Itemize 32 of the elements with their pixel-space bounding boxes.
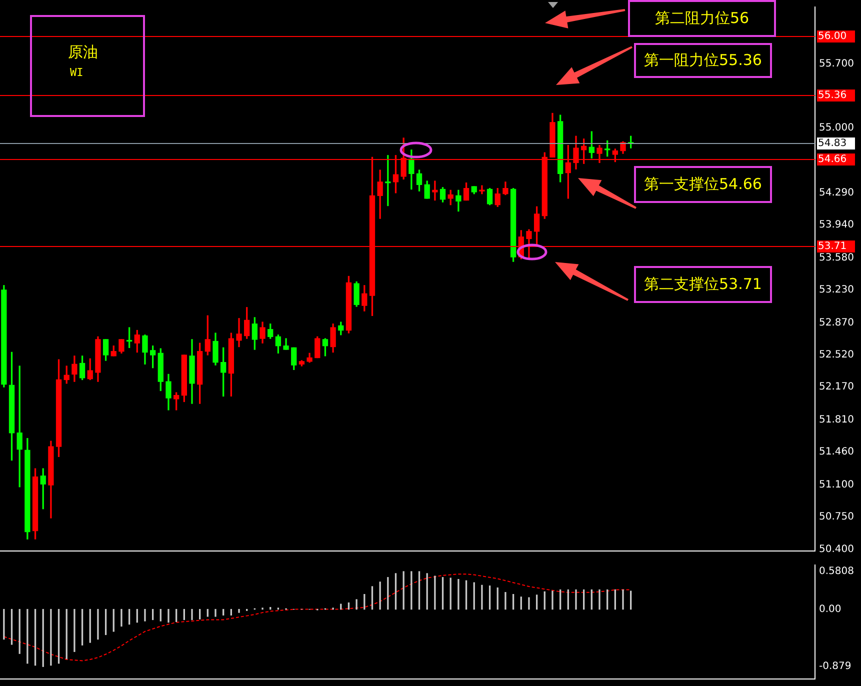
y-tick-label: 55.000	[819, 122, 854, 134]
annotation: 第一支撑位54.66	[634, 166, 772, 203]
candlestick	[479, 185, 485, 194]
y-tick-label: -0.879	[819, 661, 852, 672]
candlestick	[432, 180, 438, 201]
annotation: 第二阻力位56	[628, 0, 776, 37]
candlestick	[236, 318, 242, 348]
y-tick-label: 0.5808	[819, 566, 854, 578]
y-tick-label: 53.940	[819, 220, 854, 231]
y-tick-label: 52.520	[819, 350, 854, 361]
y-tick-label: 55.700	[819, 58, 854, 70]
annotation: 第一阻力位55.36	[634, 43, 772, 78]
y-tick-label: 50.750	[819, 512, 854, 523]
ref-line-label: 55.36	[818, 90, 847, 102]
ref-line-label: 54.66	[818, 154, 847, 166]
annotation: 第二支撑位53.71	[634, 266, 772, 303]
y-tick-label: 50.400	[819, 544, 854, 555]
text: WI	[70, 66, 84, 79]
y-tick-label: 0.00	[819, 604, 842, 615]
ref-line-label: 54.83	[818, 138, 847, 150]
ref-line-label: 53.71	[818, 241, 847, 252]
y-tick-label: 51.100	[819, 480, 854, 491]
y-tick-label: 54.290	[819, 188, 854, 199]
y-tick-label: 53.580	[819, 252, 854, 264]
text: 原油	[68, 43, 98, 62]
y-tick-label: 53.230	[819, 284, 854, 296]
y-tick-label: 52.870	[819, 318, 854, 329]
ref-line-label: 56.00	[818, 31, 847, 42]
y-tick-label: 52.170	[819, 382, 854, 393]
y-tick-label: 51.810	[819, 414, 854, 426]
y-tick-label: 51.460	[819, 446, 854, 458]
line-series	[3, 574, 632, 662]
